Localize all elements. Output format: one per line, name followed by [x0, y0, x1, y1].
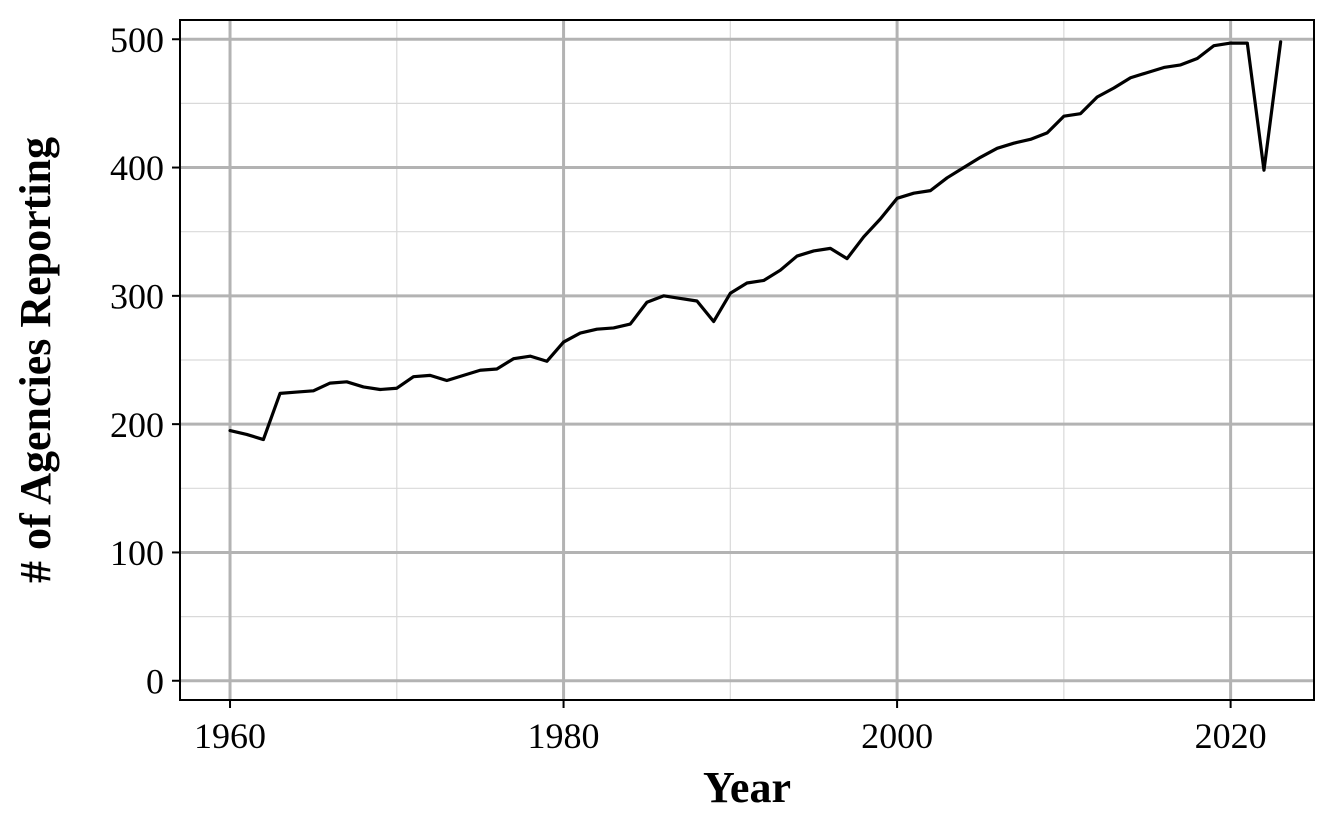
y-tick-label: 200: [110, 405, 164, 445]
y-tick-label: 400: [110, 148, 164, 188]
x-axis-label: Year: [703, 763, 791, 812]
y-tick-label: 500: [110, 20, 164, 60]
y-tick-label: 0: [146, 661, 164, 701]
line-chart: 1960 1980 2000 2020 0 100 200 300 400 500 Year # of…: [0, 0, 1344, 830]
y-axis-label: # of Agencies Reporting: [11, 137, 60, 583]
x-tick-label: 1960: [194, 716, 266, 756]
x-tick-label: 2020: [1195, 716, 1267, 756]
y-tick-label: 300: [110, 276, 164, 316]
x-tick-label: 2000: [861, 716, 933, 756]
y-tick-label: 100: [110, 533, 164, 573]
x-tick-label: 1980: [528, 716, 600, 756]
